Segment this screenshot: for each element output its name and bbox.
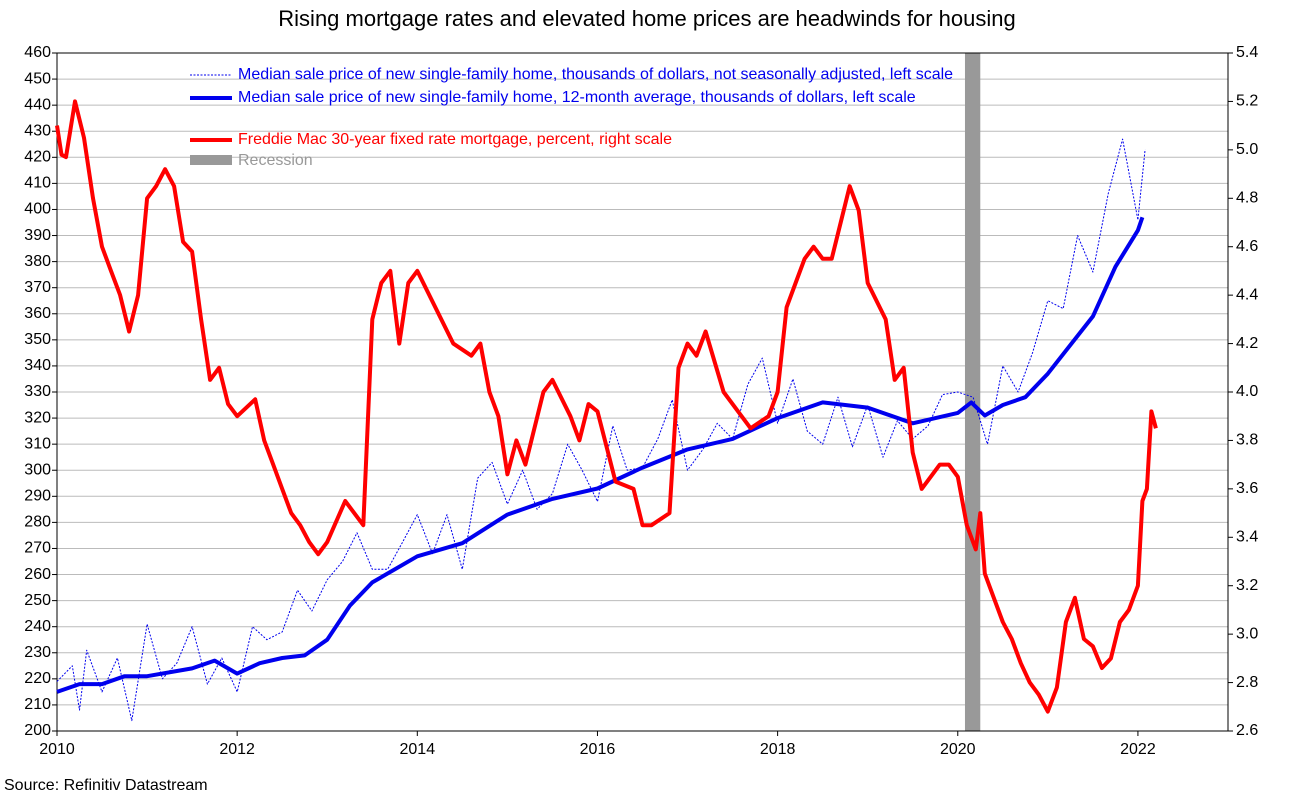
y-tick-label: 210 [24, 696, 51, 713]
x-tick-label: 2020 [940, 741, 976, 758]
x-tick-label: 2010 [39, 741, 75, 758]
y2-tick-label: 5.2 [1236, 93, 1258, 110]
y-tick-label: 400 [24, 201, 51, 218]
y-tick-label: 270 [24, 540, 51, 557]
recession-band [964, 53, 981, 731]
y-tick-label: 420 [24, 149, 51, 166]
y-tick-label: 220 [24, 670, 51, 687]
y2-tick-label: 4.0 [1236, 383, 1258, 400]
legend: Median sale price of new single-family h… [190, 66, 953, 169]
y2-tick-label: 5.4 [1236, 44, 1258, 61]
series-line [55, 99, 1158, 714]
plot-area: 200 210 220 230 240 250 260 270 280 290 300 310 320 3… [24, 44, 1258, 758]
y2-tick-label: 2.6 [1236, 722, 1258, 739]
y-tick-label: 440 [24, 96, 51, 113]
y2-tick-label: 3.0 [1236, 625, 1258, 642]
y-tick-label: 250 [24, 592, 51, 609]
y-tick-label: 320 [24, 409, 51, 426]
y2-tick-label: 3.6 [1236, 480, 1258, 497]
y2-tick-label: 2.8 [1236, 674, 1258, 691]
legend-label: Median sale price of new single-family h… [238, 89, 916, 106]
y-tick-label: 330 [24, 383, 51, 400]
legend-label: Freddie Mac 30-year fixed rate mortgage,… [238, 131, 672, 148]
y2-tick-label: 3.2 [1236, 577, 1258, 594]
y2-tick-label: 4.6 [1236, 238, 1258, 255]
y-tick-label: 360 [24, 305, 51, 322]
y-tick-label: 200 [24, 722, 51, 739]
chart-title: Rising mortgage rates and elevated home … [278, 6, 1015, 31]
x-tick-label: 2014 [400, 741, 436, 758]
y2-tick-label: 4.2 [1236, 335, 1258, 352]
y-tick-label: 460 [24, 44, 51, 61]
y-tick-label: 370 [24, 279, 51, 296]
y-tick-label: 450 [24, 70, 51, 87]
y2-tick-label: 5.0 [1236, 141, 1258, 158]
y2-tick-label: 3.8 [1236, 432, 1258, 449]
legend-label: Recession [238, 152, 313, 169]
x-tick-label: 2012 [219, 741, 255, 758]
x-tick-label: 2018 [760, 741, 796, 758]
x-tick-label: 2022 [1120, 741, 1156, 758]
y-tick-label: 390 [24, 227, 51, 244]
y-tick-label: 340 [24, 357, 51, 374]
y-tick-label: 290 [24, 488, 51, 505]
y-tick-label: 240 [24, 618, 51, 635]
y-tick-label: 230 [24, 644, 51, 661]
x-tick-label: 2016 [580, 741, 616, 758]
y-tick-label: 280 [24, 514, 51, 531]
legend-swatch [190, 155, 232, 165]
y2-tick-label: 4.8 [1236, 190, 1258, 207]
y-tick-label: 310 [24, 435, 51, 452]
y-tick-label: 410 [24, 175, 51, 192]
y-tick-label: 380 [24, 253, 51, 270]
y2-tick-label: 4.4 [1236, 286, 1258, 303]
source-note: Source: Refinitiv Datastream [4, 777, 208, 794]
y-tick-label: 430 [24, 122, 51, 139]
y-tick-label: 350 [24, 331, 51, 348]
plot-frame [56, 52, 1229, 732]
y-tick-label: 260 [24, 566, 51, 583]
y2-tick-label: 3.4 [1236, 529, 1258, 546]
y-tick-label: 300 [24, 461, 51, 478]
series-line [56, 216, 1145, 694]
legend-label: Median sale price of new single-family h… [238, 66, 953, 83]
